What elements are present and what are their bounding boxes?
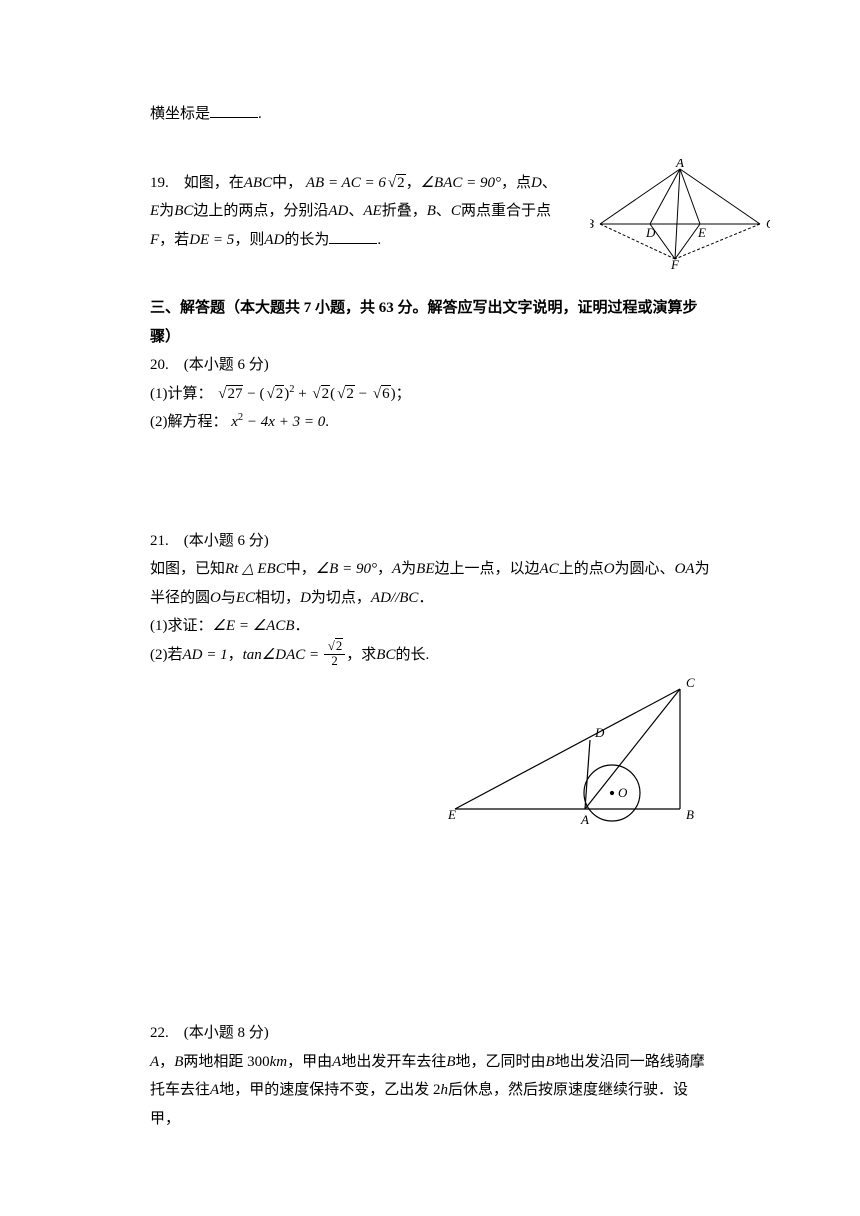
q21-p2: (2)若AD = 1，tan∠DAC = 22，求BC的长. (150, 641, 710, 670)
t: E (150, 203, 159, 219)
t: 、 (436, 203, 451, 219)
svg-text:A: A (580, 812, 589, 827)
svg-text:B: B (686, 807, 694, 822)
q18-period: . (258, 106, 262, 122)
q18-text: 横坐标是 (150, 106, 210, 122)
q21-num: 21. (150, 527, 180, 556)
t: AD (328, 203, 348, 219)
t: B (427, 203, 436, 219)
q22-l2: 托车去往A地，甲的速度保持不变，乙出发 2h后休息，然后按原速度继续行驶．设甲， (150, 1076, 710, 1133)
q20-p2: (2)解方程： x2 − 4x + 3 = 0. (150, 408, 710, 437)
svg-text:D: D (594, 725, 605, 740)
t: AE (363, 203, 381, 219)
svg-text:A: A (675, 159, 684, 170)
t: AB = AC = 6 (306, 175, 386, 191)
svg-text:E: E (697, 225, 706, 240)
q21-pts: (本小题 6 分) (184, 533, 269, 549)
q19-num: 19. (150, 169, 180, 198)
q21-figure: A B C D E O (440, 669, 700, 829)
q20-pts: (本小题 6 分) (184, 357, 269, 373)
q19-blank (329, 229, 377, 244)
q19-figure: A B C D E F (590, 159, 770, 269)
t: F (150, 232, 159, 248)
t: 、 (542, 175, 557, 191)
svg-text:F: F (670, 257, 680, 269)
section3-title: 三、解答题（本大题共 7 小题，共 63 分。解答应写出文字说明，证明过程或演算… (150, 294, 710, 351)
q20-p1: (1)计算： 27 − (2)2 + 2(2 − 6)； (150, 380, 710, 409)
q18-tail: 横坐标是. (150, 100, 710, 129)
t: ，则 (234, 232, 264, 248)
t: ，若 (159, 232, 189, 248)
sqrt-icon: 2 (310, 380, 330, 409)
t: D (531, 175, 542, 191)
fraction: 22 (324, 640, 345, 668)
q21-l2: 半径的圆O与EC相切，D为切点，AD//BC． (150, 584, 710, 613)
sqrt-icon: 2 (386, 169, 406, 198)
q22-l1: A，B两地相距 300km，甲由A地出发开车去往B地，乙同时由B地出发沿同一路线… (150, 1048, 710, 1077)
t: 的长为 (284, 232, 329, 248)
svg-text:O: O (618, 785, 628, 800)
svg-text:E: E (447, 807, 456, 822)
q18-blank (210, 103, 258, 118)
t: ∠BAC = 90° (421, 175, 501, 191)
t: 中， (272, 175, 302, 191)
t: 两点重合于点 (461, 203, 551, 219)
sqrt-icon: 2 (264, 380, 284, 409)
t: 为 (159, 203, 174, 219)
sqrt-icon: 27 (216, 380, 243, 409)
svg-text:D: D (645, 225, 656, 240)
t: AD (264, 232, 284, 248)
q21-p1: (1)求证：∠E = ∠ACB． (150, 612, 710, 641)
t: 折叠， (382, 203, 427, 219)
q22-pts: (本小题 8 分) (184, 1025, 269, 1041)
q19-block: 19. 如图，在ABC中， AB = AC = 62，∠BAC = 90°，点D… (150, 169, 710, 255)
svg-text:C: C (766, 216, 770, 231)
svg-text:B: B (590, 216, 594, 231)
t: BC (174, 203, 193, 219)
t: C (451, 203, 461, 219)
t: 边上的两点，分别沿 (193, 203, 328, 219)
t: 、 (348, 203, 363, 219)
t: . (377, 232, 381, 248)
t: ， (406, 175, 421, 191)
q21-l1: 如图，已知Rt △ EBC中，∠B = 90°，A为BE边上一点，以边AC上的点… (150, 555, 710, 584)
t: 如图，在 (184, 175, 244, 191)
q20-num: 20. (150, 351, 180, 380)
sqrt-icon: 2 (335, 380, 355, 409)
svg-text:C: C (686, 675, 695, 690)
sqrt-icon: 6 (371, 380, 391, 409)
t: ，点 (501, 175, 531, 191)
t: ABC (244, 175, 272, 191)
q22-num: 22. (150, 1019, 180, 1048)
t: DE = 5 (189, 232, 234, 248)
